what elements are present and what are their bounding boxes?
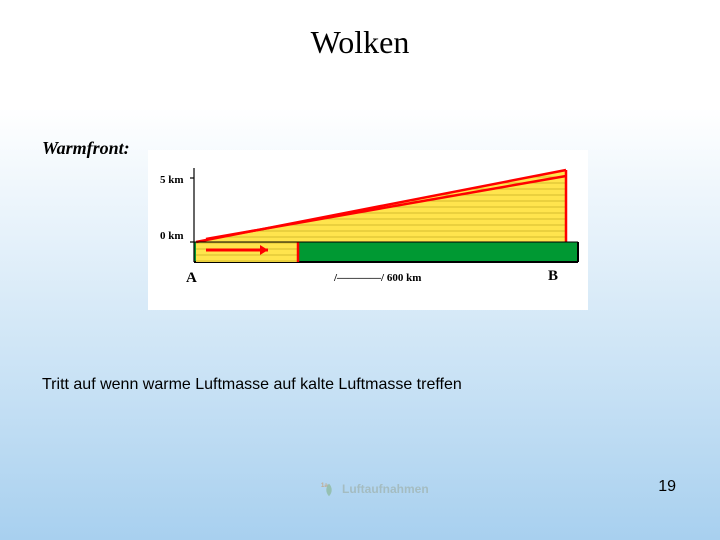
footer-logo: 1a Luftaufnahmen <box>320 480 429 498</box>
subtitle-warmfront: Warmfront: <box>42 138 130 159</box>
warmfront-diagram: 5 km 0 km A B /————/ 600 km <box>148 150 588 310</box>
label-point-b: B <box>548 268 558 285</box>
label-0km: 0 km <box>160 230 184 242</box>
page-number: 19 <box>658 478 676 496</box>
label-scale: /————/ 600 km <box>334 272 421 284</box>
label-point-a: A <box>186 270 197 287</box>
label-5km: 5 km <box>160 174 184 186</box>
footer-brand-text: Luftaufnahmen <box>342 482 429 496</box>
description-text: Tritt auf wenn warme Luftmasse auf kalte… <box>42 376 462 394</box>
leaf-icon: 1a <box>320 480 338 498</box>
warmfront-svg <box>148 150 588 310</box>
page-title: Wolken <box>0 0 720 61</box>
